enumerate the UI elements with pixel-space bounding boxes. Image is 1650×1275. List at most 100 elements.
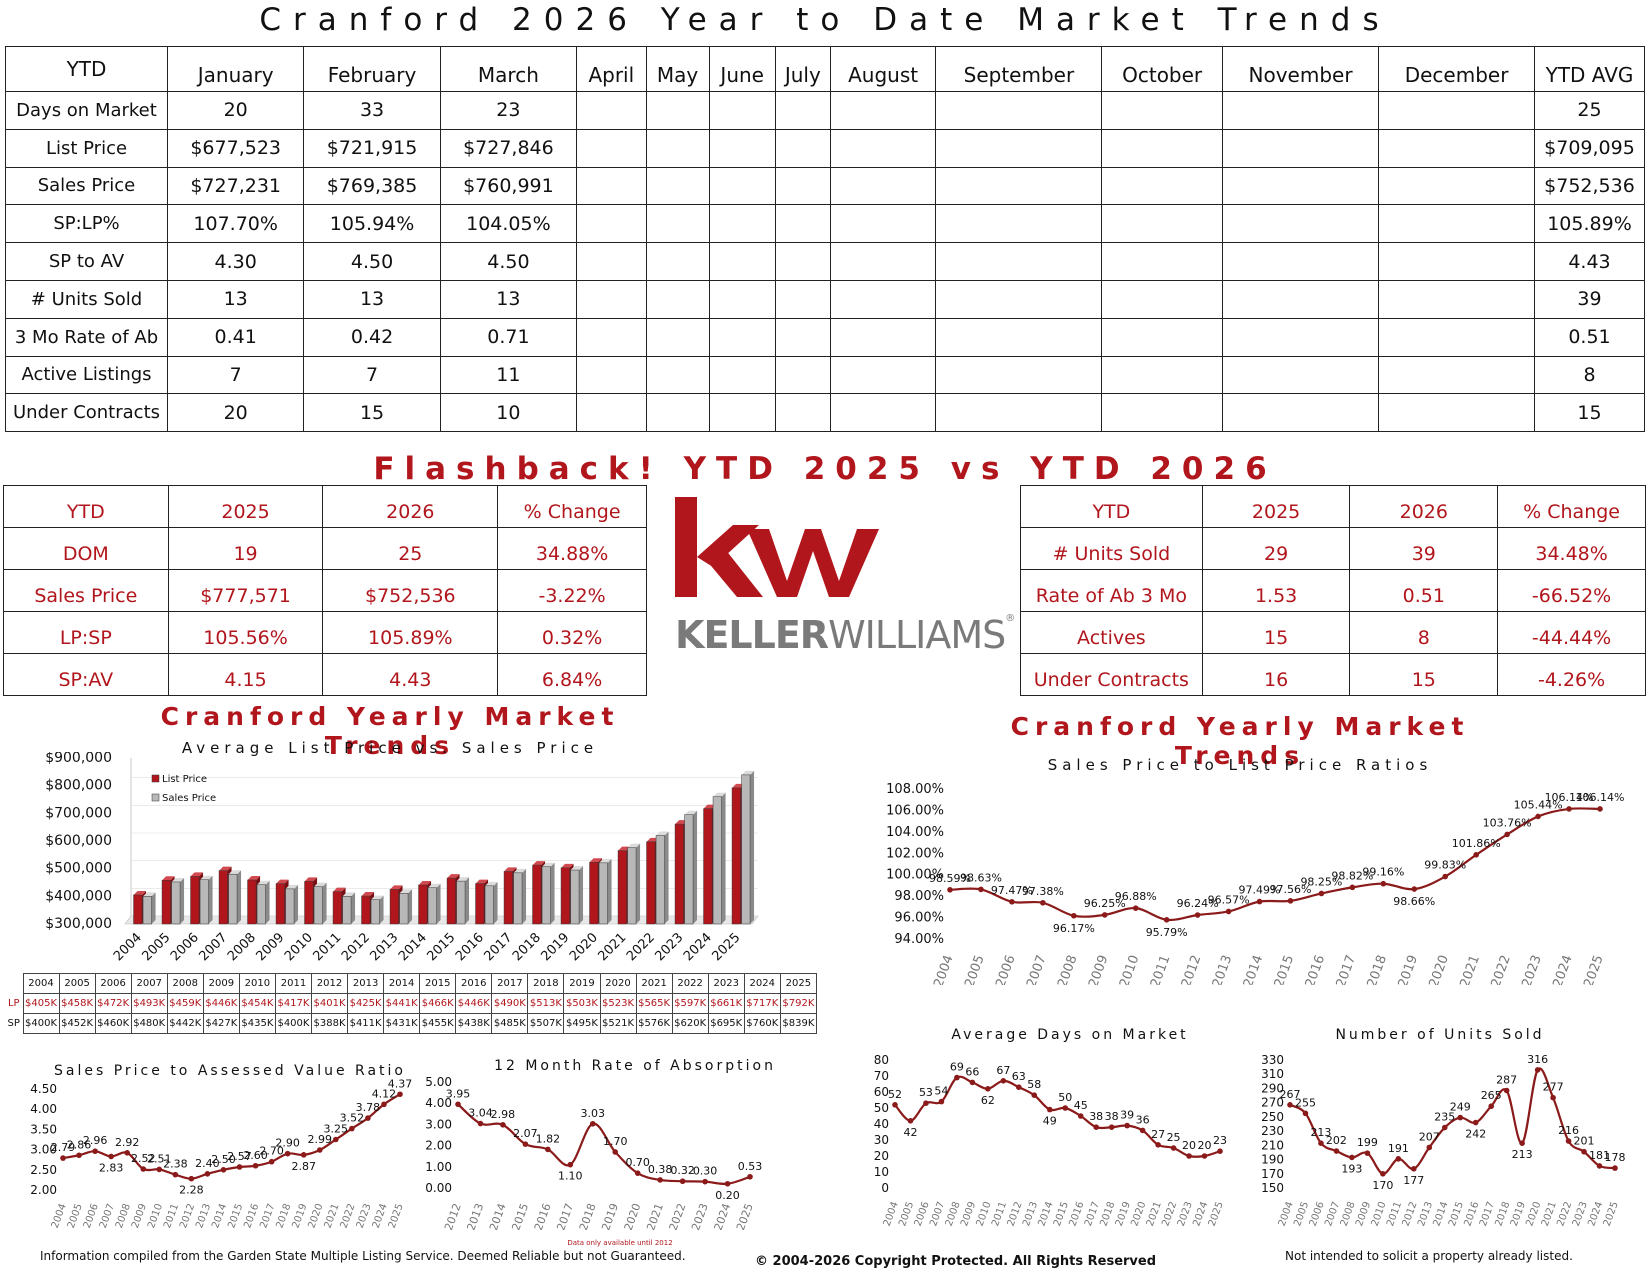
lp-sp-value: $717K [743, 993, 781, 1014]
y-tick-label: 104.00% [886, 825, 944, 840]
ytd-avg-cell: 4.43 [1534, 242, 1645, 281]
ytd-cell: $769,385 [303, 166, 441, 206]
lp-sp-year: 2017 [491, 973, 529, 994]
ytd-cell [576, 279, 647, 319]
ytd-cell [774, 128, 831, 168]
yearly-title-right: Cranford Yearly Market Trends [1010, 712, 1470, 770]
data-label: 1.10 [558, 1170, 583, 1183]
bar-top [276, 879, 289, 884]
data-label: 99.16% [1362, 866, 1404, 879]
ytd-cell: 104.05% [439, 204, 578, 244]
ytd-avg-cell: 15 [1534, 393, 1645, 433]
data-point [522, 1141, 529, 1147]
data-point [1009, 899, 1015, 905]
lp-sp-year: 2025 [779, 973, 818, 994]
lp-sp-value: $839K [779, 1013, 818, 1034]
data-point [500, 1122, 506, 1128]
data-point [1596, 1163, 1603, 1169]
compare-cell: $777,571 [167, 569, 324, 612]
x-tick-label: 2017 [1334, 953, 1359, 985]
ytd-cell [935, 128, 1103, 168]
data-label: 2.52 [131, 1152, 156, 1165]
line-chart-sp-av: 4.504.003.503.002.502.002.7920042.862005… [30, 1077, 412, 1230]
data-label: 0.20 [715, 1189, 740, 1202]
ytd-cell: 7 [303, 355, 441, 395]
y-tick-label: $800,000 [45, 778, 112, 794]
x-tick-label: 2016 [532, 1202, 554, 1230]
y-tick-label: $900,000 [45, 752, 112, 766]
y-tick-label: 2.50 [30, 1163, 57, 1177]
data-label: 103.76% [1483, 816, 1532, 829]
bar-top [399, 889, 413, 894]
data-label: 27 [1151, 1128, 1165, 1141]
bar-list-price [133, 894, 143, 925]
ytd-row-label: Under Contracts [5, 393, 168, 433]
bar-side [636, 843, 641, 924]
x-tick-label: 2015 [424, 930, 458, 964]
y-tick-label: 98.00% [894, 889, 944, 904]
data-point [140, 1166, 147, 1172]
bar-top [428, 883, 441, 888]
bar-sales-price [484, 885, 494, 925]
ytd-cell [1221, 355, 1380, 395]
data-point [1108, 1124, 1115, 1130]
data-label: 98.66% [1393, 895, 1435, 908]
ytd-cell: 20 [166, 393, 305, 433]
ytd-cell [576, 393, 647, 433]
data-label: 25 [1167, 1131, 1181, 1144]
x-tick-label: 2014 [396, 930, 430, 964]
ytd-row-label: Sales Price [5, 166, 168, 206]
data-label: 216 [1558, 1124, 1579, 1137]
x-tick-label: 2019 [599, 1202, 621, 1230]
bar-sales-price [313, 886, 323, 925]
ytd-cell [1221, 166, 1380, 206]
lp-sp-year: 2014 [383, 973, 421, 994]
x-tick-label: 2019 [538, 930, 572, 964]
lp-sp-value: $513K [527, 993, 565, 1014]
bar-list-price [617, 850, 627, 925]
bar-side [379, 895, 384, 924]
line-chart-sp-lp: 108.00% 106.00% 104.00% 102.00% 100.00% 98.00… [886, 782, 1624, 985]
data-label: 105.44% [1514, 798, 1563, 811]
ytd-header-cell: March [439, 46, 578, 92]
kw-monogram [675, 497, 879, 597]
compare-cell: 25 [322, 527, 499, 570]
y-tick-label: 94.00% [894, 932, 944, 947]
bar-sales-price [370, 899, 380, 925]
data-point [969, 1079, 976, 1086]
bar-chart-list-vs-sales: $900,000 $800,000 $700,000 $600,000 $500,000… [45, 752, 759, 964]
lp-sp-year: 2006 [94, 973, 132, 994]
bar-top [599, 858, 612, 863]
data-point [1062, 1105, 1069, 1111]
y-tick-label: 102.00% [886, 846, 944, 861]
ytd-cell [1221, 91, 1380, 130]
data-point [1170, 1145, 1177, 1151]
compare-cell: LP:SP [3, 611, 169, 654]
bar-sales-price [456, 880, 466, 925]
data-label: 97.47% [991, 884, 1033, 897]
data-point [1581, 1148, 1587, 1155]
ytd-cell [935, 279, 1103, 319]
compare-cell: $752,536 [322, 569, 499, 612]
ytd-cell [645, 128, 710, 168]
x-tick-label: 2022 [667, 1202, 689, 1230]
bar-list-price [275, 883, 285, 925]
bar-side [493, 881, 498, 924]
ytd-cell [1101, 355, 1223, 395]
lp-sp-value: $503K [563, 993, 601, 1014]
series-line [949, 807, 1601, 922]
data-label: 316 [1527, 1053, 1548, 1066]
compare-cell: -44.44% [1497, 611, 1646, 654]
data-label: 0.53 [738, 1160, 763, 1173]
data-point [1441, 1124, 1448, 1131]
bar-side [721, 792, 726, 924]
data-point [284, 1150, 291, 1157]
data-label: 0.32 [670, 1164, 695, 1177]
data-label: 255 [1295, 1096, 1316, 1109]
ytd-table: YTD January February March April May June July A… [5, 46, 1645, 433]
data-point [1442, 873, 1449, 880]
x-tick-label: 2007 [196, 930, 230, 964]
y-tick-label: 230 [1261, 1124, 1284, 1138]
ytd-cell [708, 128, 776, 168]
bar-side [237, 870, 242, 924]
